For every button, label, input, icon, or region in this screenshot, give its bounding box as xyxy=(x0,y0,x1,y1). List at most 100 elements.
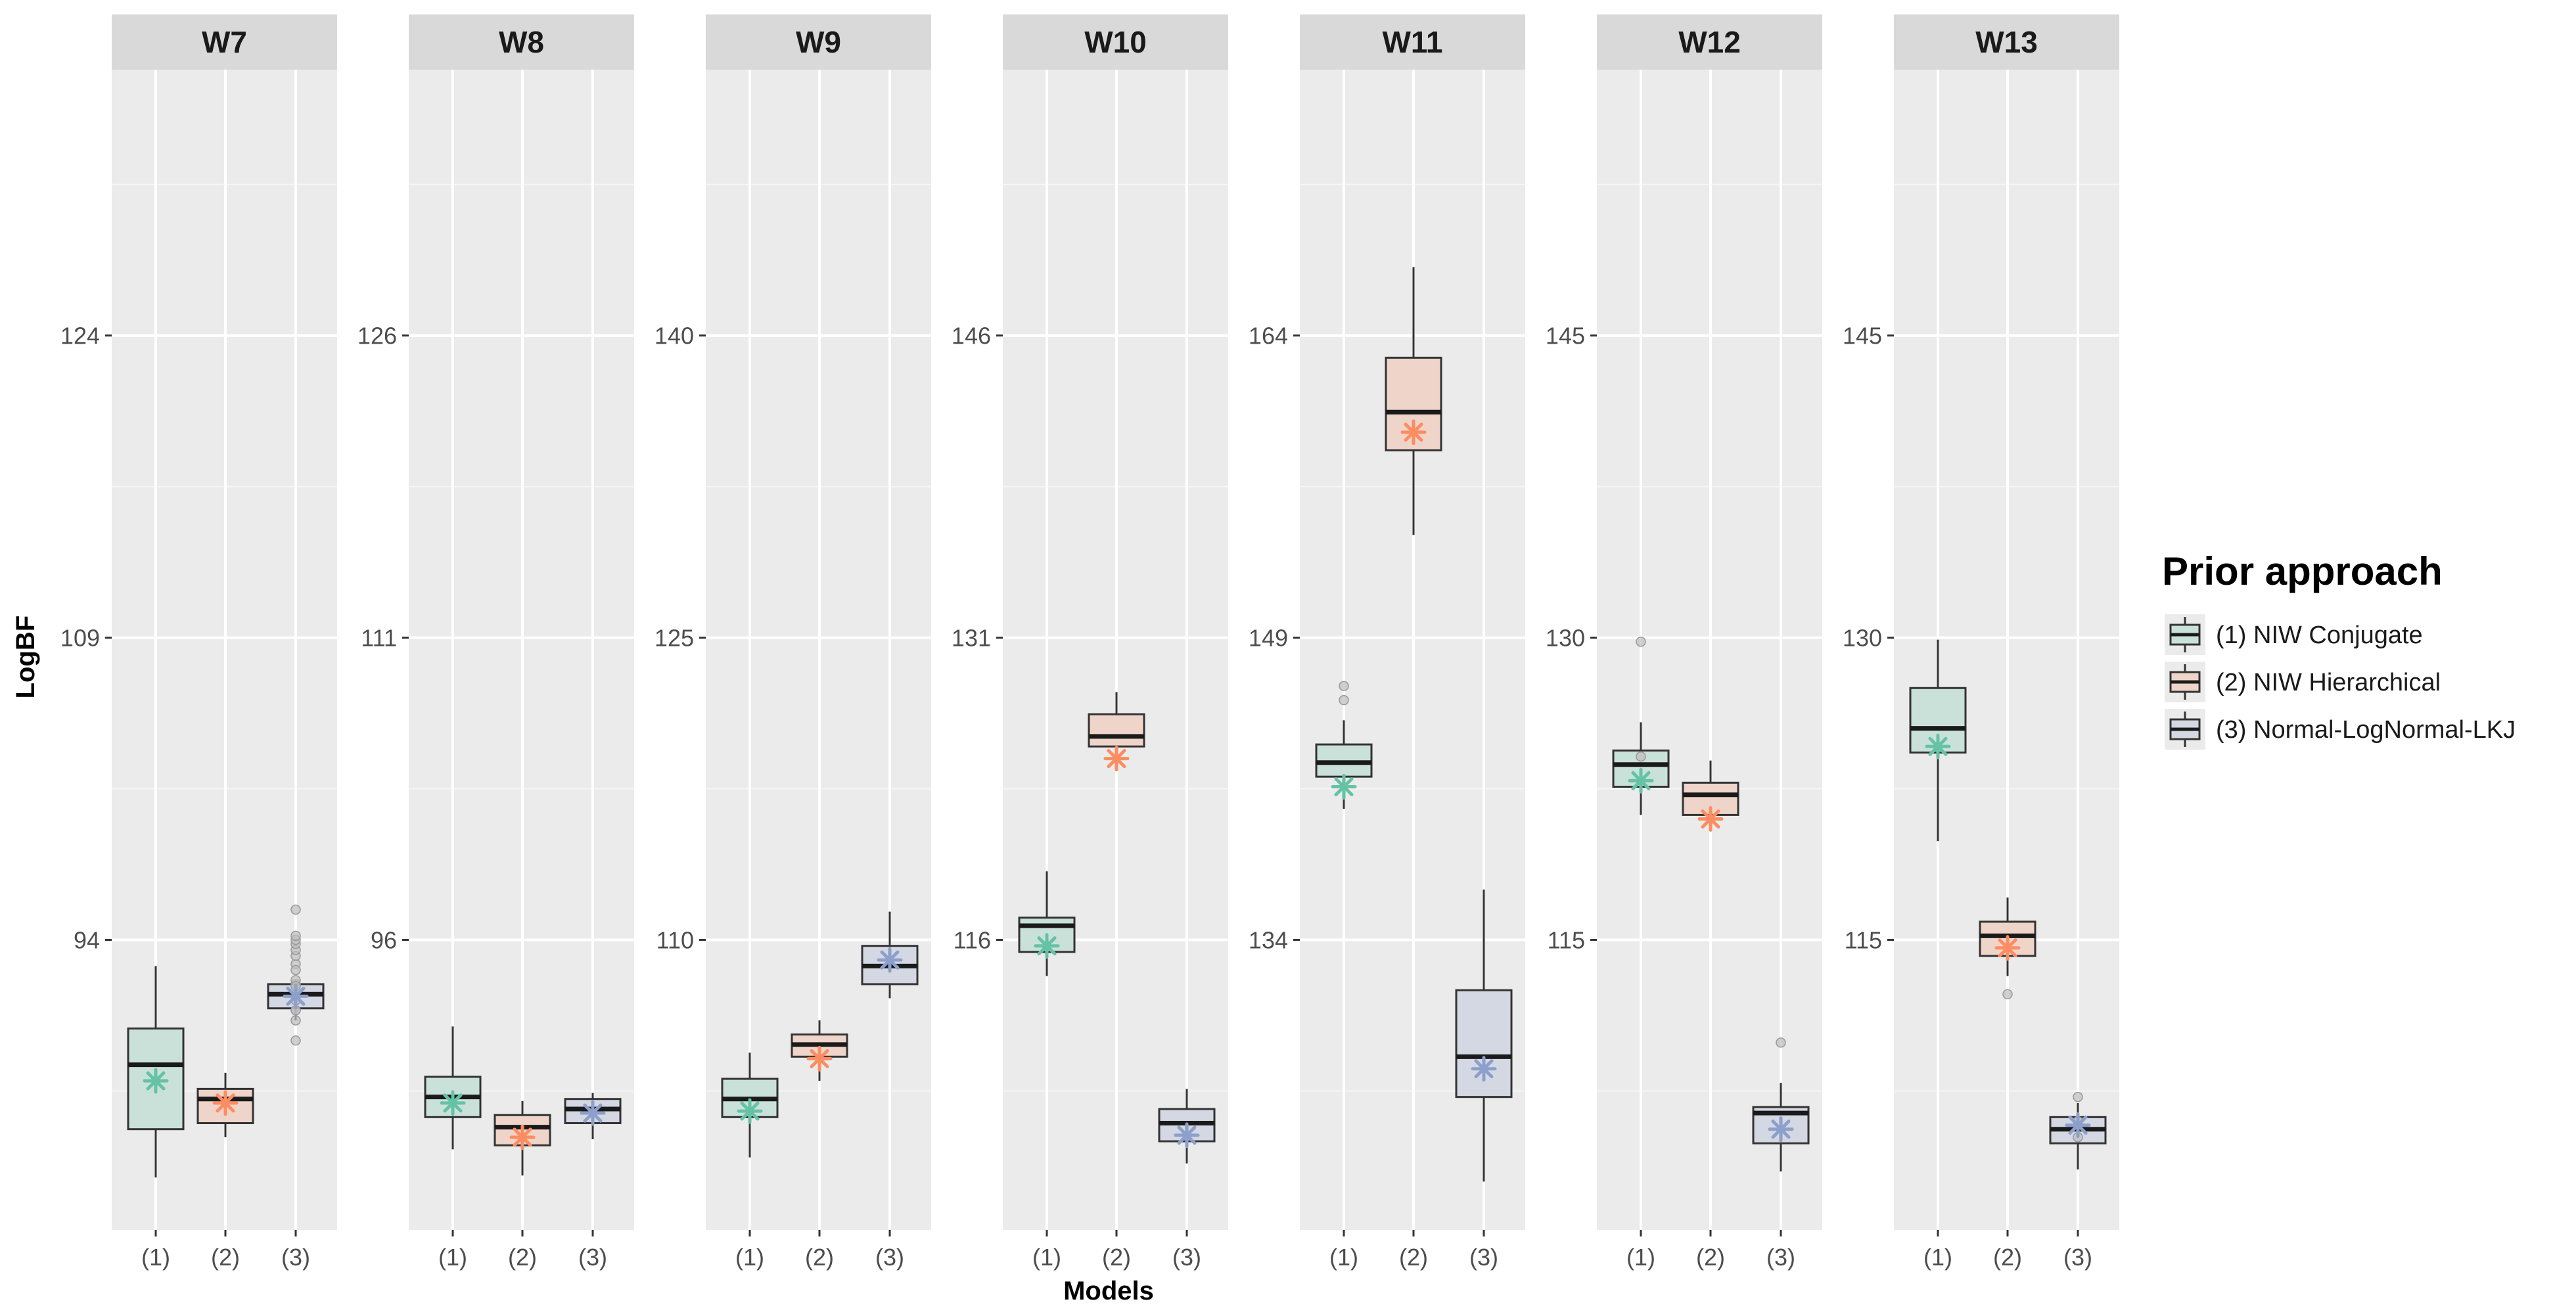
facet-strip xyxy=(1003,14,1228,70)
y-tick-label: 145 xyxy=(1843,323,1882,350)
y-tick-label: 146 xyxy=(952,323,991,350)
y-tick-label: 96 xyxy=(371,927,397,954)
y-tick-label: 164 xyxy=(1249,323,1288,350)
box-w11-model-3 xyxy=(1455,889,1513,1182)
mean-marker-stroke xyxy=(1334,777,1354,797)
mean-marker xyxy=(1174,1122,1200,1148)
outlier-point xyxy=(290,1035,301,1046)
legend-label: (3) Normal-LogNormal-LKJ xyxy=(2216,716,2516,744)
box-w11-model-1 xyxy=(1315,681,1373,809)
outlier-point xyxy=(2002,989,2013,1000)
box-w13-model-3 xyxy=(2049,1091,2107,1170)
facet-title: W9 xyxy=(796,25,841,59)
mean-marker-stroke xyxy=(1404,422,1423,442)
y-tick-label: 130 xyxy=(1546,625,1585,652)
x-tick-label: (3) xyxy=(1172,1244,1201,1271)
legend-entry-1: (1) NIW Conjugate xyxy=(2165,614,2423,655)
x-tick-label: (1) xyxy=(141,1244,170,1271)
mean-marker xyxy=(1400,419,1427,445)
mean-marker-stroke xyxy=(443,1093,463,1113)
x-tick-label: (2) xyxy=(805,1244,834,1271)
box-w8-model-2 xyxy=(494,1100,551,1176)
mean-marker xyxy=(1768,1116,1794,1143)
legend-entry-3: (3) Normal-LogNormal-LKJ xyxy=(2165,709,2516,750)
outlier-point xyxy=(1636,636,1646,647)
mean-marker-stroke xyxy=(1474,1059,1494,1079)
box-w9-model-3 xyxy=(861,911,919,999)
x-tick-label: (1) xyxy=(1923,1244,1952,1271)
mean-marker xyxy=(143,1068,169,1094)
facet-strip xyxy=(1894,14,2119,70)
box-w11-model-2 xyxy=(1385,267,1442,535)
y-tick-label: 124 xyxy=(60,323,100,350)
mean-marker xyxy=(1697,806,1724,832)
mean-marker-stroke xyxy=(1998,938,2017,958)
mean-marker xyxy=(580,1100,606,1126)
mean-marker xyxy=(212,1090,239,1116)
mean-marker xyxy=(877,947,903,973)
mean-marker xyxy=(806,1045,833,1072)
mean-marker-stroke xyxy=(583,1103,603,1123)
y-tick-label: 126 xyxy=(357,323,397,350)
y-tick-label: 149 xyxy=(1249,625,1288,652)
legend-title: Prior approach xyxy=(2162,549,2443,593)
facet-strip xyxy=(1597,14,1822,70)
facet-strip xyxy=(409,14,634,70)
facet-panel-w11: W11 134 149 164 (1) (2) (3) xyxy=(1249,14,1525,1271)
box-w7-model-3 xyxy=(267,904,325,1046)
mean-marker xyxy=(440,1090,466,1116)
facet-panel-w7: W7 94 109 124 (1) (2) (3) xyxy=(60,14,337,1271)
y-tick-label: 115 xyxy=(1548,927,1585,954)
facet-panel-w8: W8 96 111 126 (1) (2) (3) xyxy=(357,14,634,1271)
box-w7-model-2 xyxy=(196,1072,254,1137)
mean-marker-stroke xyxy=(146,1071,166,1091)
mean-marker-stroke xyxy=(1771,1120,1791,1139)
mean-marker-stroke xyxy=(1631,771,1651,790)
x-tick-label: (1) xyxy=(1032,1244,1061,1271)
y-tick-label: 111 xyxy=(361,625,397,652)
legend-label: (2) NIW Hierarchical xyxy=(2216,669,2441,696)
y-tick-label: 125 xyxy=(655,625,694,652)
box-w8-model-1 xyxy=(424,1026,482,1150)
x-tick-label: (2) xyxy=(1993,1244,2022,1271)
y-axis-title: LogBF xyxy=(11,616,40,699)
x-tick-label: (3) xyxy=(875,1244,904,1271)
mean-marker xyxy=(1925,733,1951,759)
mean-marker-stroke xyxy=(1107,749,1126,769)
x-axis-title: Models xyxy=(1063,1277,1154,1305)
mean-marker-stroke xyxy=(1928,736,1948,756)
mean-marker xyxy=(1103,746,1130,772)
x-tick-label: (3) xyxy=(1766,1244,1795,1271)
mean-marker xyxy=(1994,935,2021,961)
x-tick-label: (2) xyxy=(1696,1244,1725,1271)
legend-label: (1) NIW Conjugate xyxy=(2216,622,2423,649)
x-tick-label: (3) xyxy=(2063,1244,2092,1271)
facet-panel-w9: W9 110 125 140 (1) (2) (3) xyxy=(655,14,931,1271)
box-iqr xyxy=(1088,713,1145,748)
y-tick-label: 115 xyxy=(1845,927,1882,954)
y-tick-label: 130 xyxy=(1843,625,1882,652)
x-tick-label: (3) xyxy=(1469,1244,1498,1271)
x-tick-label: (1) xyxy=(1329,1244,1358,1271)
x-tick-label: (2) xyxy=(211,1244,240,1271)
facet-title: W10 xyxy=(1084,25,1147,59)
y-tick-label: 145 xyxy=(1546,323,1585,350)
y-tick-label: 94 xyxy=(74,927,100,954)
box-w13-model-1 xyxy=(1909,639,1967,842)
x-tick-label: (2) xyxy=(1399,1244,1428,1271)
outlier-point xyxy=(290,904,301,915)
mean-marker xyxy=(283,983,309,1009)
facet-panel-w13: W13 115 130 145 (1) (2) (3) xyxy=(1843,14,2119,1271)
x-tick-label: (1) xyxy=(735,1244,764,1271)
mean-marker-stroke xyxy=(513,1127,532,1147)
x-tick-label: (2) xyxy=(1102,1244,1131,1271)
y-tick-label: 110 xyxy=(656,927,694,954)
box-w12-model-2 xyxy=(1682,760,1739,832)
mean-marker xyxy=(737,1098,763,1124)
facet-panel-w10: W10 116 131 146 (1) (2) (3) xyxy=(952,14,1228,1271)
mean-marker-stroke xyxy=(1701,809,1720,829)
y-tick-label: 109 xyxy=(60,625,100,652)
mean-marker xyxy=(1471,1056,1497,1082)
facet-strip xyxy=(706,14,931,70)
